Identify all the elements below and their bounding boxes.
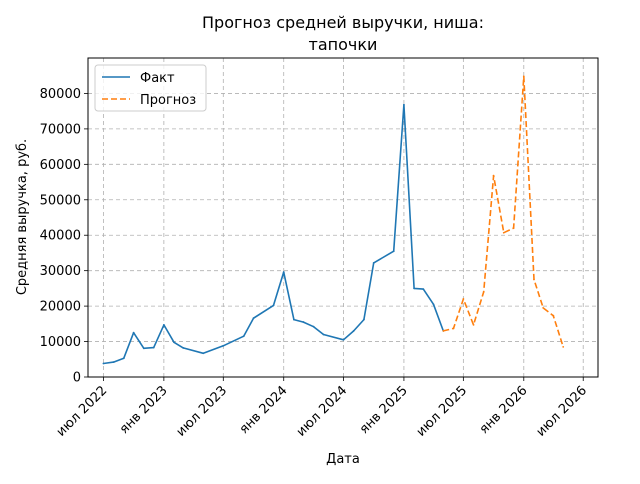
y-tick-label: 70000 [40, 122, 81, 137]
data-point [112, 361, 115, 364]
y-axis-label: Средняя выручка, руб. [15, 139, 30, 295]
y-tick-label: 20000 [40, 300, 81, 315]
data-point [372, 261, 375, 264]
data-point [403, 103, 405, 106]
data-point [312, 325, 315, 328]
data-point [522, 75, 525, 78]
y-tick-label: 10000 [40, 335, 81, 350]
data-point [362, 318, 365, 321]
data-point [102, 362, 105, 365]
y-tick-label: 50000 [40, 193, 81, 208]
data-point [422, 288, 425, 290]
chart-title-line1: Прогноз средней выручки, ниша: [202, 13, 484, 32]
plot-area-frame [87, 57, 599, 378]
data-point [142, 347, 145, 350]
data-point [342, 338, 345, 341]
data-point [392, 250, 395, 253]
data-point [432, 303, 435, 306]
y-tick-label: 40000 [40, 229, 81, 244]
data-point [162, 323, 165, 326]
y-tick-label: 80000 [40, 87, 81, 102]
data-point [322, 333, 325, 336]
data-point [542, 306, 545, 309]
data-point [413, 287, 415, 290]
y-tick-label: 30000 [40, 264, 81, 279]
legend-label-fact: Факт [140, 71, 175, 86]
legend: Факт Прогноз [94, 64, 207, 112]
data-point [492, 174, 495, 177]
data-point [282, 271, 285, 273]
data-point [222, 344, 225, 347]
data-point [482, 291, 485, 293]
legend-label-forecast: Прогноз [140, 93, 196, 108]
data-point [533, 278, 535, 281]
data-point [173, 341, 175, 344]
data-point [132, 331, 135, 334]
data-point [512, 227, 515, 230]
x-axis-label: Дата [326, 452, 360, 467]
data-point [252, 317, 255, 320]
data-point [502, 231, 505, 234]
data-point [202, 352, 205, 355]
y-tick-label: 60000 [40, 158, 81, 173]
y-tick-label: 0 [73, 371, 81, 386]
data-point [452, 327, 455, 330]
data-point [302, 321, 305, 323]
data-point [272, 304, 275, 307]
data-point [293, 318, 295, 321]
data-point [562, 345, 565, 348]
data-point [122, 357, 125, 360]
data-point [442, 330, 445, 332]
data-point [552, 314, 555, 317]
data-point [182, 347, 185, 349]
data-point [242, 335, 245, 338]
chart-title-line2: тапочки [309, 35, 378, 54]
data-point [152, 346, 155, 349]
data-point [462, 298, 465, 300]
data-point [352, 330, 355, 332]
series-group [102, 75, 565, 365]
y-axis-ticks: 0 10000 20000 30000 40000 50000 60000 70000 8000… [40, 87, 88, 386]
data-point [472, 323, 475, 326]
